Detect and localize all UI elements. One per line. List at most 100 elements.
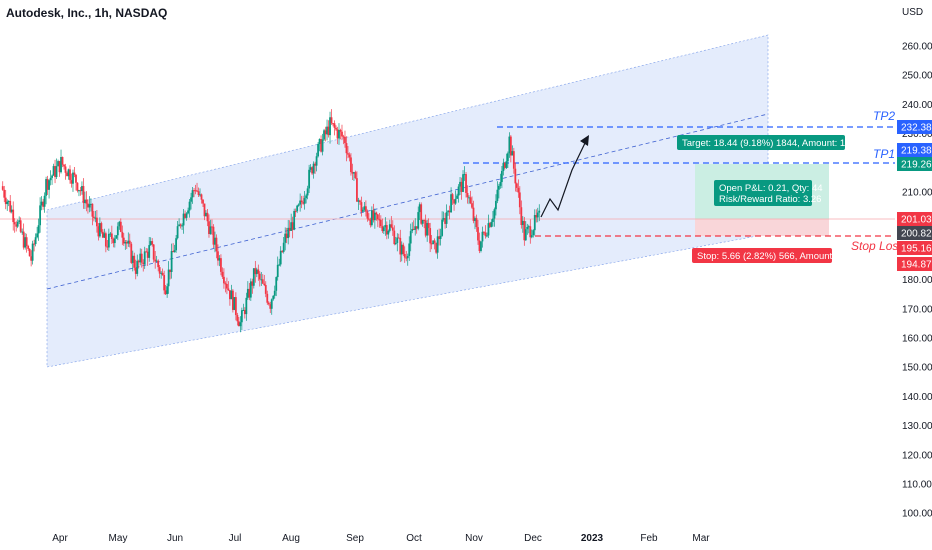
- candle-body: [261, 279, 264, 284]
- candle-body: [518, 192, 521, 208]
- candle-body: [179, 224, 182, 226]
- candle-body: [329, 117, 331, 136]
- candle-body: [231, 290, 234, 310]
- candle-body: [12, 209, 15, 223]
- price-badge: [897, 241, 932, 255]
- candle-body: [521, 220, 524, 226]
- candle-body: [356, 178, 358, 202]
- candle-body: [90, 203, 92, 205]
- candle-body: [533, 215, 536, 231]
- candle-body: [251, 281, 254, 286]
- candle-body: [408, 243, 411, 256]
- y-tick-label: 160.00: [902, 334, 932, 345]
- candle-body: [388, 224, 391, 231]
- candle-body: [338, 129, 340, 139]
- open-pnl-text: Open P&L: 0.21, Qty: 44: [719, 183, 823, 194]
- candle-body: [336, 129, 339, 139]
- candle-body: [115, 235, 118, 239]
- candle-body: [211, 226, 213, 228]
- candle-body: [203, 203, 206, 217]
- candle-body: [317, 143, 319, 157]
- candle-body: [31, 243, 34, 261]
- candle-body: [378, 219, 381, 221]
- candle-body: [24, 237, 27, 248]
- candle-body: [451, 194, 454, 200]
- candle-body: [396, 237, 399, 243]
- candle-body: [97, 226, 100, 237]
- candle-body: [76, 182, 79, 191]
- candle-body: [107, 233, 110, 248]
- candle-body: [357, 200, 360, 202]
- candle-body: [305, 195, 308, 199]
- candle-body: [249, 281, 252, 298]
- candle-body: [402, 244, 405, 255]
- stop-tooltip: Stop: 5.66 (2.82%) 566, Amount: 750: [692, 248, 853, 263]
- candle-body: [456, 195, 458, 199]
- candle-body: [163, 275, 166, 291]
- candle-body: [514, 168, 517, 184]
- candle-body: [143, 251, 146, 265]
- candle-body: [240, 310, 243, 323]
- candle-body: [224, 283, 227, 285]
- time-axis[interactable]: Apr May Jun Jul Aug Sep Oct Nov Dec 2023 Feb Mar: [52, 533, 710, 544]
- candle-body: [505, 161, 508, 168]
- candle-body: [332, 123, 334, 125]
- candle-body: [495, 200, 497, 210]
- candle-body: [58, 161, 61, 173]
- candle-body: [462, 174, 464, 192]
- candle-body: [373, 212, 376, 221]
- candle-body: [412, 228, 415, 230]
- price-badges: 232.38 219.38 219.26 201.03 200.82 195.16 194.…: [897, 120, 932, 271]
- candle-body: [293, 210, 296, 230]
- candle-body: [22, 231, 25, 248]
- candle-body: [418, 204, 421, 213]
- candle-body: [427, 223, 430, 229]
- candle-body: [448, 210, 451, 213]
- risk-reward-text: Risk/Reward Ratio: 3.26: [719, 194, 821, 205]
- candle-body: [468, 197, 470, 199]
- candle-body: [1, 186, 4, 190]
- candle-body: [276, 264, 279, 278]
- price-axis[interactable]: 100.00 110.00 120.00 130.00 140.00 150.00 160.…: [902, 42, 932, 520]
- candle-body: [294, 210, 297, 212]
- candle-body: [429, 228, 432, 244]
- candle-body: [508, 136, 511, 154]
- candle-body: [527, 226, 530, 228]
- candle-body: [181, 225, 183, 227]
- projection-arrow[interactable]: [540, 140, 587, 218]
- candle-body: [69, 169, 71, 181]
- candle-body: [209, 226, 212, 235]
- candle-body: [36, 233, 39, 238]
- candle-body: [257, 269, 260, 274]
- candle-body: [239, 322, 242, 327]
- x-tick-label: May: [109, 533, 128, 544]
- y-tick-label: 260.00: [902, 42, 932, 53]
- y-tick-label: 150.00: [902, 363, 932, 374]
- candle-body: [366, 211, 369, 219]
- candle-body: [202, 199, 204, 204]
- candle-body: [538, 210, 541, 213]
- candle-body: [369, 219, 372, 226]
- candle-body: [524, 229, 527, 241]
- rising-channel[interactable]: [46, 34, 769, 368]
- candle-body: [487, 223, 490, 236]
- candle-body: [364, 206, 367, 212]
- candle-body: [151, 241, 154, 245]
- candle-body: [252, 268, 255, 286]
- candle-body: [360, 202, 363, 212]
- candle-body: [287, 227, 290, 239]
- candle-body: [335, 127, 337, 130]
- candle-body: [13, 222, 16, 225]
- candle-body: [52, 166, 55, 176]
- candle-body: [459, 181, 461, 187]
- pnl-tooltip: Open P&L: 0.21, Qty: 44 Risk/Reward Rati…: [714, 180, 823, 206]
- candle-body: [442, 218, 445, 220]
- candle-body: [91, 203, 94, 217]
- candle-body: [75, 174, 77, 183]
- candle-body: [27, 245, 30, 249]
- candle-body: [6, 201, 9, 205]
- candle-body: [350, 157, 352, 173]
- candle-body: [327, 126, 330, 136]
- candle-body: [348, 154, 351, 158]
